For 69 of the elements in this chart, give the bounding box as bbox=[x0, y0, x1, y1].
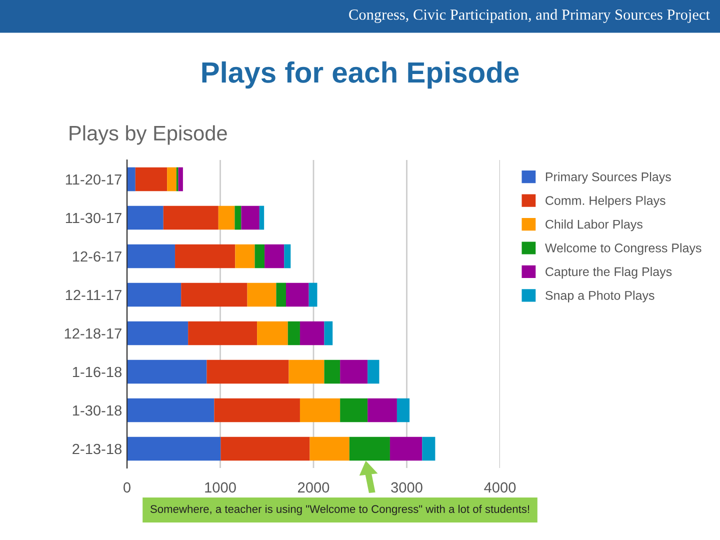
legend-label: Welcome to Congress Plays bbox=[544, 243, 702, 255]
bar bbox=[308, 282, 318, 307]
bar bbox=[254, 244, 265, 268]
legend-label: Comm. Helpers Plays bbox=[546, 196, 666, 208]
bar bbox=[368, 398, 397, 422]
bar bbox=[259, 206, 264, 230]
text: Congress, Civic Participation, and Primary Sources Project bbox=[349, 9, 710, 23]
bar bbox=[235, 244, 255, 268]
bar bbox=[127, 398, 214, 422]
bar bbox=[349, 436, 390, 461]
bar bbox=[214, 398, 300, 422]
bar bbox=[340, 398, 368, 422]
bar bbox=[300, 398, 340, 422]
y-tick-label: 1-30-18 bbox=[72, 405, 122, 416]
bar bbox=[310, 436, 350, 461]
bar bbox=[288, 360, 324, 384]
bar bbox=[127, 282, 182, 307]
bar bbox=[127, 321, 188, 346]
x-tick-label: 1000 bbox=[205, 482, 236, 493]
legend-label: Snap a Photo Plays bbox=[546, 290, 654, 302]
bar bbox=[368, 360, 380, 384]
bar bbox=[390, 436, 422, 461]
bar bbox=[288, 321, 300, 346]
bar bbox=[247, 282, 276, 307]
legend-label: Primary Sources Plays bbox=[546, 172, 671, 184]
bar bbox=[127, 360, 207, 384]
chart-title: Plays for each Episode bbox=[202, 61, 519, 89]
bar bbox=[324, 321, 333, 346]
bar bbox=[422, 436, 436, 461]
text: Somewhere, a teacher is using "Welcome to Congress" with a lot of students! bbox=[150, 504, 530, 516]
bar bbox=[241, 206, 260, 230]
y-tick-label: 11-30-17 bbox=[66, 212, 122, 224]
bar bbox=[276, 282, 286, 307]
bar bbox=[163, 206, 218, 230]
bar bbox=[167, 167, 176, 192]
x-tick-label: 3000 bbox=[391, 482, 422, 493]
bar bbox=[286, 282, 309, 307]
bar bbox=[175, 244, 236, 268]
y-tick-label: 2-13-18 bbox=[72, 444, 122, 454]
bar bbox=[257, 321, 288, 346]
legend-label: Child Labor Plays bbox=[546, 220, 642, 232]
y-tick-label: 12-11-17 bbox=[66, 290, 122, 300]
bar bbox=[127, 436, 221, 461]
bar bbox=[135, 167, 168, 192]
bar bbox=[396, 398, 410, 422]
bar bbox=[264, 244, 284, 268]
bar bbox=[300, 321, 324, 346]
bar bbox=[218, 206, 235, 230]
bar bbox=[206, 360, 289, 384]
bar bbox=[127, 167, 136, 192]
chart-subtitle: Plays by Episode bbox=[70, 125, 227, 145]
x-tick-label: 4000 bbox=[484, 482, 516, 493]
y-tick-label: 12-6-17 bbox=[72, 251, 122, 262]
bar bbox=[127, 244, 176, 268]
legend-label: Capture the Flag Plays bbox=[546, 266, 672, 279]
bar bbox=[340, 360, 368, 384]
y-tick-label: 1-16-18 bbox=[72, 366, 122, 378]
y-tick-label: 12-18-17 bbox=[64, 328, 122, 339]
bar bbox=[178, 167, 183, 192]
bar bbox=[284, 244, 291, 268]
bar bbox=[324, 360, 340, 384]
x-tick-label: 2000 bbox=[298, 482, 330, 493]
bar bbox=[181, 282, 248, 307]
bar bbox=[220, 436, 310, 461]
bar bbox=[188, 321, 258, 346]
x-tick-label: 0 bbox=[124, 482, 130, 493]
bar bbox=[234, 206, 242, 230]
bar bbox=[127, 206, 164, 230]
y-tick-label: 11-20-17 bbox=[66, 174, 122, 185]
